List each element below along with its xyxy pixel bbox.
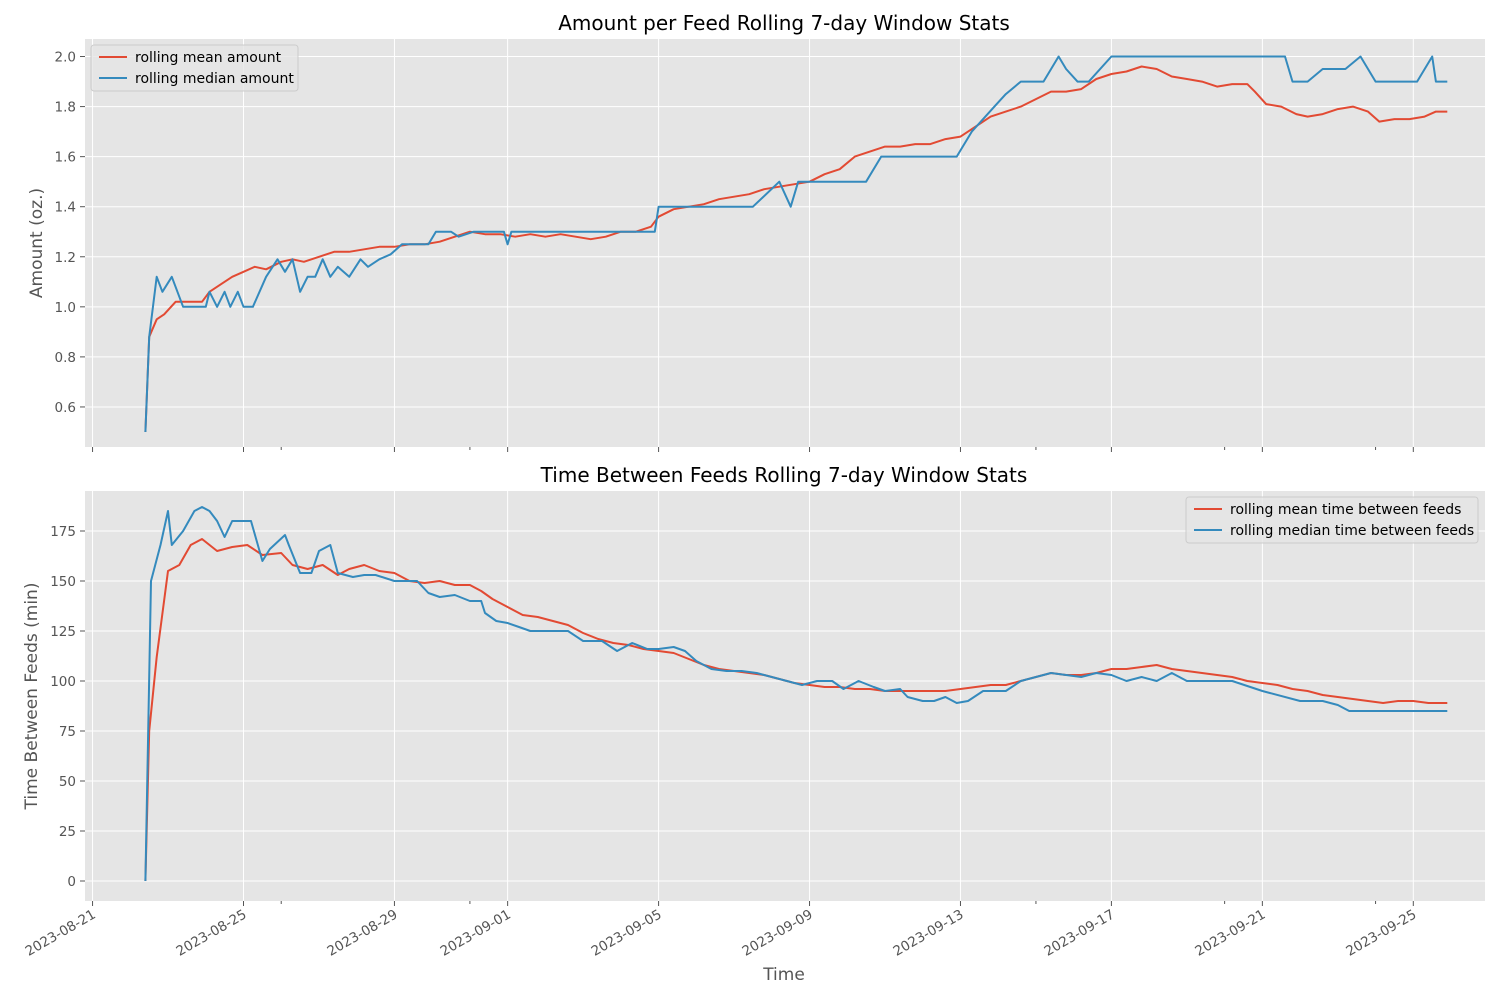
time-between-feeds-chart-panel: 0 25 50 75 100 125 150 175 2023-08-21 2023-08-25 2… xyxy=(22,463,1485,960)
gridlines xyxy=(85,39,1485,447)
series-lines xyxy=(144,506,1448,882)
y-tick-label: 175 xyxy=(50,524,76,540)
y-axis-label: Amount (oz.) xyxy=(27,188,47,298)
x-tick-label: 2023-09-05 xyxy=(589,907,665,960)
amount-chart-panel: 0.6 0.8 1.0 1.2 1.4 1.6 1.8 2.0 Amount per Feed… xyxy=(27,11,1485,452)
y-tick-label: 100 xyxy=(50,674,76,690)
y-tick-label: 1.2 xyxy=(55,250,76,266)
y-tick-label: 50 xyxy=(59,774,76,790)
x-axis-label: Time xyxy=(762,965,805,985)
y-tick-label: 25 xyxy=(59,824,76,840)
legend-box xyxy=(90,44,299,92)
legend-label-median: rolling median time between feeds xyxy=(1230,523,1474,539)
legend: rolling mean time between feeds rolling … xyxy=(1185,496,1479,544)
y-tick-label: 1.6 xyxy=(55,150,76,166)
y-tick-label: 1.8 xyxy=(55,100,76,116)
y-tick-label: 0.8 xyxy=(55,350,76,366)
y-tick-label: 125 xyxy=(50,624,76,640)
x-tick-label: 2023-08-25 xyxy=(174,907,250,960)
x-tick-label: 2023-09-13 xyxy=(891,907,967,960)
plot-background xyxy=(85,491,1485,901)
y-axis-label: Time Between Feeds (min) xyxy=(22,583,42,811)
chart-title: Time Between Feeds Rolling 7-day Window … xyxy=(540,463,1028,487)
x-tick-label: 2023-09-21 xyxy=(1192,907,1268,960)
series-lines xyxy=(144,55,1448,433)
x-tick-label: 2023-08-29 xyxy=(324,907,400,960)
x-tick-label: 2023-09-01 xyxy=(438,907,514,960)
y-tick-label: 0.6 xyxy=(55,400,76,416)
y-tick-label: 1.4 xyxy=(55,200,76,216)
legend-box xyxy=(1185,496,1479,544)
y-tick-label: 150 xyxy=(50,574,76,590)
chart-title: Amount per Feed Rolling 7-day Window Sta… xyxy=(558,11,1010,35)
y-tick-label: 1.0 xyxy=(55,300,76,316)
x-tick-label: 2023-09-25 xyxy=(1343,907,1419,960)
legend-label-mean: rolling mean amount xyxy=(135,50,282,66)
legend-label-median: rolling median amount xyxy=(135,71,294,87)
y-tick-label: 2.0 xyxy=(55,50,76,66)
series-line-median xyxy=(144,506,1448,882)
x-tick-label: 2023-09-09 xyxy=(740,907,816,960)
plot-background xyxy=(85,39,1485,447)
y-tick-label: 75 xyxy=(59,724,76,740)
x-tick-label: 2023-09-17 xyxy=(1041,907,1117,960)
legend: rolling mean amount rolling median amoun… xyxy=(90,44,299,92)
x-tick-label: 2023-08-21 xyxy=(23,907,99,960)
legend-label-mean: rolling mean time between feeds xyxy=(1230,502,1461,518)
series-line-median xyxy=(144,55,1448,433)
gridlines xyxy=(85,491,1485,901)
axis-ticks: 0.6 0.8 1.0 1.2 1.4 1.6 1.8 2.0 xyxy=(55,50,1414,452)
y-tick-label: 0 xyxy=(67,874,76,890)
